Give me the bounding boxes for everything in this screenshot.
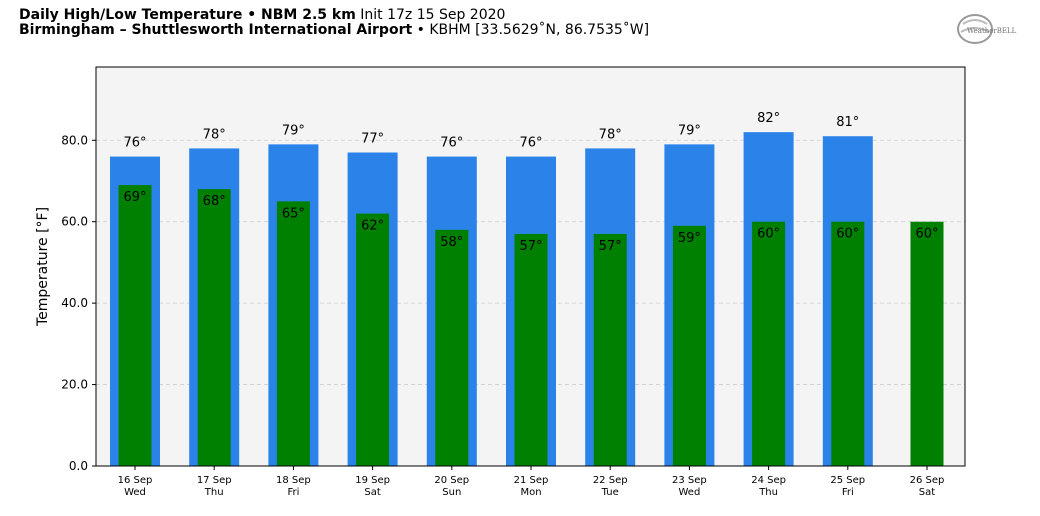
- x-tick-label-day: Thu: [758, 487, 778, 498]
- plot-frame: [95, 66, 966, 467]
- low-temp-label: 57°: [599, 239, 622, 254]
- x-tick-label-date: 17 Sep: [197, 475, 232, 486]
- low-temp-label: 57°: [519, 239, 542, 254]
- y-tick-label: 40.0: [61, 296, 88, 310]
- chart-header: Daily High/Low Temperature • NBM 2.5 km …: [19, 8, 649, 38]
- y-tick-label: 80.0: [61, 133, 88, 147]
- low-temp-bar: [435, 229, 469, 466]
- x-tick-label-date: 21 Sep: [514, 475, 549, 486]
- init-time: Init 17z 15 Sep 2020: [360, 7, 506, 23]
- x-tick-label-date: 20 Sep: [434, 475, 469, 486]
- high-temp-label: 78°: [599, 127, 622, 142]
- location-name: Birmingham – Shuttlesworth International…: [19, 22, 413, 38]
- x-tick-label-day: Wed: [678, 487, 700, 498]
- high-temp-label: 79°: [282, 123, 305, 138]
- low-temp-bar: [831, 221, 865, 466]
- x-tick-label-day: Wed: [124, 487, 146, 498]
- x-tick-label-day: Mon: [520, 487, 541, 498]
- high-temp-label: 78°: [203, 127, 226, 142]
- low-temp-label: 59°: [678, 231, 701, 246]
- high-temp-label: 76°: [123, 136, 146, 151]
- x-tick-label-day: Sat: [364, 487, 380, 498]
- location-separator: •: [416, 22, 425, 38]
- high-temp-label: 81°: [836, 115, 859, 130]
- low-temp-label: 58°: [440, 235, 463, 250]
- x-tick-label-date: 22 Sep: [593, 475, 628, 486]
- low-temp-label: 60°: [915, 227, 938, 242]
- high-temp-label: 82°: [757, 111, 780, 126]
- y-tick-label: 20.0: [61, 378, 88, 392]
- x-tick-label-date: 24 Sep: [751, 475, 786, 486]
- low-temp-label: 62°: [361, 219, 384, 234]
- x-tick-label-day: Fri: [287, 487, 299, 498]
- low-temp-bar: [672, 225, 706, 466]
- chart-title: Daily High/Low Temperature • NBM 2.5 km: [19, 7, 356, 23]
- low-temp-label: 65°: [282, 206, 305, 221]
- x-tick-label-date: 16 Sep: [118, 475, 153, 486]
- x-tick-label-day: Tue: [601, 487, 619, 498]
- low-temp-bar: [752, 221, 786, 466]
- low-temp-bar: [276, 201, 310, 466]
- x-tick-label-day: Thu: [204, 487, 224, 498]
- station-coordinates: KBHM [33.5629˚N, 86.7535˚W]: [429, 22, 650, 38]
- y-tick-label: 0.0: [69, 459, 88, 473]
- low-temp-bar: [593, 233, 627, 466]
- low-temp-bar: [356, 213, 390, 466]
- x-tick-label-day: Sun: [442, 487, 461, 498]
- high-temp-label: 79°: [678, 123, 701, 138]
- x-tick-label-day: Fri: [842, 487, 854, 498]
- low-temp-label: 60°: [757, 227, 780, 242]
- low-temp-bar: [118, 185, 152, 467]
- title-line: Daily High/Low Temperature • NBM 2.5 km …: [19, 8, 649, 23]
- x-tick-label-date: 26 Sep: [910, 475, 945, 486]
- low-temp-bar: [910, 221, 944, 466]
- low-temp-label: 69°: [123, 190, 146, 205]
- x-tick-label-date: 19 Sep: [355, 475, 390, 486]
- weatherbell-logo: WeatherBELL: [955, 12, 1019, 46]
- x-tick-label-date: 23 Sep: [672, 475, 707, 486]
- high-temp-label: 76°: [519, 136, 542, 151]
- y-tick-label: 60.0: [61, 215, 88, 229]
- x-tick-label-date: 18 Sep: [276, 475, 311, 486]
- low-temp-bar: [197, 189, 231, 466]
- low-temp-bar: [514, 233, 548, 466]
- high-temp-label: 77°: [361, 132, 384, 147]
- x-tick-label-day: Sat: [919, 487, 935, 498]
- low-temp-label: 60°: [836, 227, 859, 242]
- low-temp-label: 68°: [203, 194, 226, 209]
- high-temp-label: 76°: [440, 136, 463, 151]
- y-axis-label: Temperature [°F]: [35, 207, 51, 327]
- x-tick-label-date: 25 Sep: [830, 475, 865, 486]
- location-line: Birmingham – Shuttlesworth International…: [19, 23, 649, 38]
- logo-text: WeatherBELL: [967, 27, 1017, 35]
